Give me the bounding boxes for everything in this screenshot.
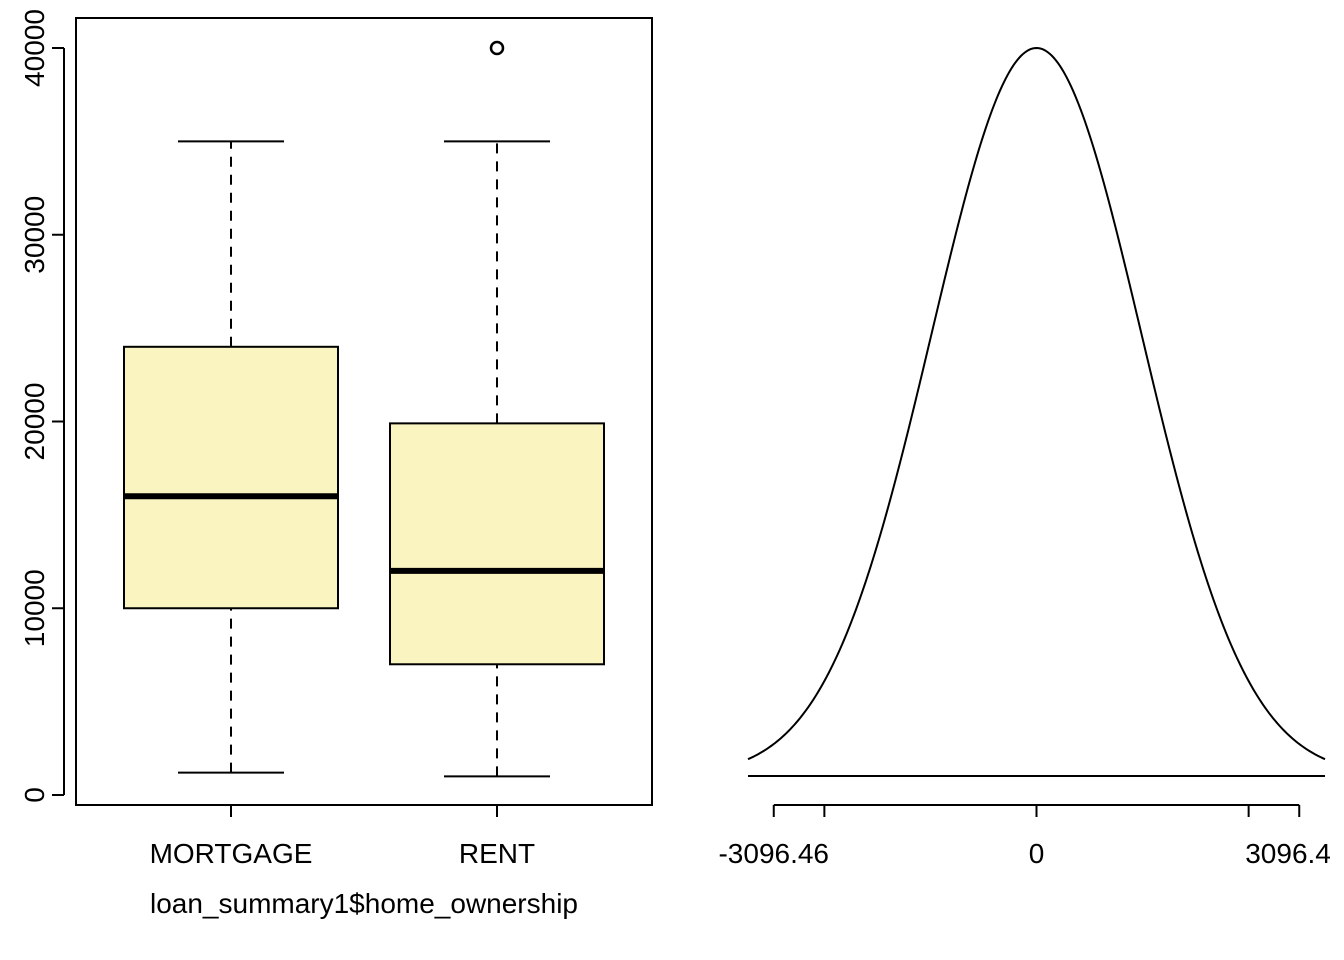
iqr-box xyxy=(123,345,339,610)
x-axis-title: loan_summary1$home_ownership xyxy=(150,888,578,919)
y-tick-label: 30000 xyxy=(19,196,50,274)
boxplot-panel: 0 10000 20000 30000 40000 MORTGAGE RENT loan_su… xyxy=(19,9,653,919)
y-tick-label: 40000 xyxy=(19,9,50,87)
x-tick-label: 3096.4 xyxy=(1245,838,1331,869)
y-tick-label: 10000 xyxy=(19,569,50,647)
box-mortgage xyxy=(123,140,339,774)
x-tick-label: -3096.46 xyxy=(718,838,829,869)
y-tick-label: 20000 xyxy=(19,383,50,461)
y-tick-label: 0 xyxy=(19,787,50,803)
x-tick-label: MORTGAGE xyxy=(150,838,313,869)
x-tick-label: 0 xyxy=(1029,838,1045,869)
density-curve xyxy=(747,46,1326,761)
box-rent xyxy=(389,40,605,778)
density-panel: -3096.46 0 3096.4 xyxy=(718,46,1331,869)
outlier-point xyxy=(489,40,505,56)
iqr-box xyxy=(389,422,605,666)
x-tick-label: RENT xyxy=(459,838,535,869)
